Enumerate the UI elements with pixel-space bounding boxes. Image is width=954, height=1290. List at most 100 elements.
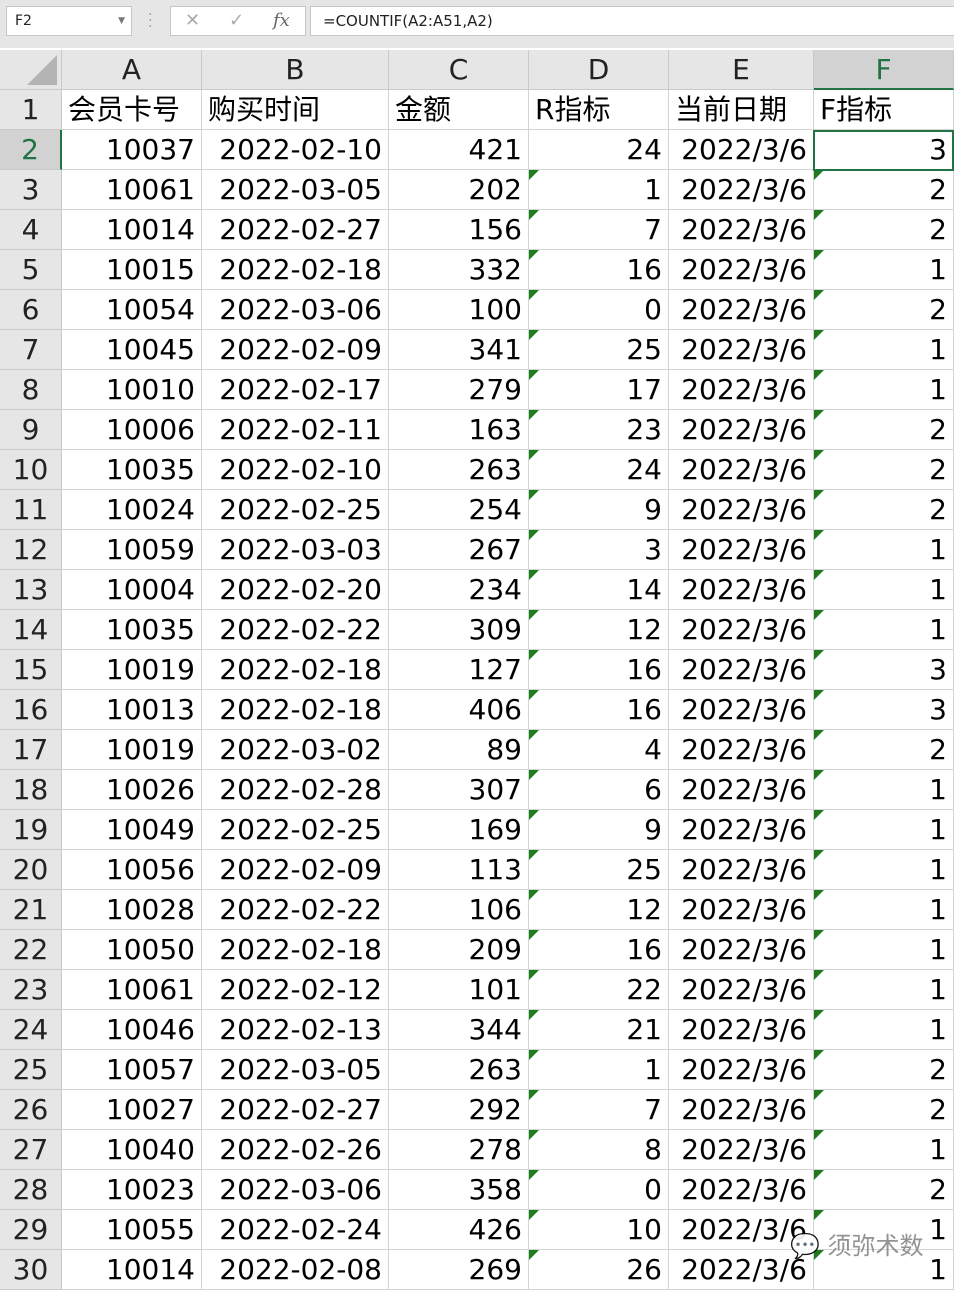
table-cell[interactable]: 2022-02-10 [202,130,389,170]
table-cell[interactable]: 2022/3/6 [669,450,814,490]
table-cell[interactable]: 1 [814,970,954,1010]
table-cell[interactable]: 23 [529,410,669,450]
table-cell[interactable]: 2022-03-06 [202,290,389,330]
table-cell[interactable]: 2022-02-22 [202,610,389,650]
table-cell[interactable]: 10019 [62,650,202,690]
table-cell[interactable]: 10035 [62,610,202,650]
table-cell[interactable]: 2022-02-27 [202,210,389,250]
error-indicator-icon[interactable] [529,690,539,700]
table-cell[interactable]: 10055 [62,1210,202,1250]
table-cell[interactable]: 2022-03-05 [202,1050,389,1090]
row-header-25[interactable]: 25 [0,1050,62,1090]
error-indicator-icon[interactable] [529,970,539,980]
table-cell[interactable]: 10019 [62,730,202,770]
table-cell[interactable]: 25 [529,330,669,370]
table-cell[interactable]: 10023 [62,1170,202,1210]
table-cell[interactable]: 341 [389,330,529,370]
table-cell[interactable]: 14 [529,570,669,610]
row-header-4[interactable]: 4 [0,210,62,250]
table-cell[interactable]: 2022-02-20 [202,570,389,610]
table-cell[interactable]: 2022/3/6 [669,770,814,810]
table-cell[interactable]: 169 [389,810,529,850]
table-cell[interactable]: 234 [389,570,529,610]
error-indicator-icon[interactable] [814,930,824,940]
table-cell[interactable]: 1 [814,330,954,370]
table-cell[interactable]: 101 [389,970,529,1010]
error-indicator-icon[interactable] [529,650,539,660]
column-header-E[interactable]: E [669,50,814,90]
row-header-13[interactable]: 13 [0,570,62,610]
error-indicator-icon[interactable] [529,490,539,500]
table-cell[interactable]: 2022-03-06 [202,1170,389,1210]
table-cell[interactable]: 267 [389,530,529,570]
column-header-F[interactable]: F [814,50,954,90]
table-cell[interactable]: 3 [814,690,954,730]
row-header-26[interactable]: 26 [0,1090,62,1130]
table-cell[interactable]: 10028 [62,890,202,930]
table-cell[interactable]: 1 [814,810,954,850]
table-cell[interactable]: 100 [389,290,529,330]
row-header-29[interactable]: 29 [0,1210,62,1250]
error-indicator-icon[interactable] [529,1010,539,1020]
table-cell[interactable]: 263 [389,1050,529,1090]
error-indicator-icon[interactable] [814,530,824,540]
table-cell[interactable]: 2022-02-18 [202,930,389,970]
error-indicator-icon[interactable] [814,210,824,220]
table-cell[interactable]: 2022/3/6 [669,290,814,330]
row-header-17[interactable]: 17 [0,730,62,770]
row-header-28[interactable]: 28 [0,1170,62,1210]
table-cell[interactable]: 1 [814,1010,954,1050]
table-cell[interactable]: 2022/3/6 [669,730,814,770]
error-indicator-icon[interactable] [529,330,539,340]
row-header-15[interactable]: 15 [0,650,62,690]
row-header-18[interactable]: 18 [0,770,62,810]
table-cell[interactable]: 24 [529,450,669,490]
table-cell[interactable]: 2 [814,450,954,490]
error-indicator-icon[interactable] [814,170,824,180]
table-cell[interactable]: 127 [389,650,529,690]
table-cell[interactable]: 2 [814,730,954,770]
error-indicator-icon[interactable] [529,1250,539,1260]
table-cell[interactable]: 2022-02-18 [202,650,389,690]
table-cell[interactable]: 2022-02-09 [202,330,389,370]
table-cell[interactable]: 2022-02-13 [202,1010,389,1050]
table-cell[interactable]: 10006 [62,410,202,450]
table-cell[interactable]: 2 [814,1090,954,1130]
row-header-9[interactable]: 9 [0,410,62,450]
error-indicator-icon[interactable] [814,890,824,900]
error-indicator-icon[interactable] [814,610,824,620]
table-cell[interactable]: 2022-02-22 [202,890,389,930]
error-indicator-icon[interactable] [529,770,539,780]
table-cell[interactable]: 24 [529,130,669,170]
table-cell[interactable]: 2022/3/6 [669,410,814,450]
error-indicator-icon[interactable] [529,1090,539,1100]
error-indicator-icon[interactable] [814,970,824,980]
table-cell[interactable]: 344 [389,1010,529,1050]
table-cell[interactable]: 2022/3/6 [669,1130,814,1170]
table-cell[interactable]: 6 [529,770,669,810]
row-header-23[interactable]: 23 [0,970,62,1010]
table-cell[interactable]: 1 [529,170,669,210]
table-cell[interactable]: 10050 [62,930,202,970]
table-cell[interactable]: 7 [529,1090,669,1130]
row-header-27[interactable]: 27 [0,1130,62,1170]
table-cell[interactable]: 10037 [62,130,202,170]
table-cell[interactable]: 1 [529,1050,669,1090]
error-indicator-icon[interactable] [529,1210,539,1220]
cancel-icon[interactable]: ✕ [185,10,201,31]
table-cell[interactable]: 309 [389,610,529,650]
table-cell[interactable]: 16 [529,690,669,730]
table-cell[interactable]: 3 [814,130,954,170]
table-cell[interactable]: 2022-02-11 [202,410,389,450]
table-cell[interactable]: 2022-03-03 [202,530,389,570]
table-cell[interactable]: 2022/3/6 [669,690,814,730]
table-cell[interactable]: 2022/3/6 [669,250,814,290]
table-cell[interactable]: 2 [814,490,954,530]
table-cell[interactable]: 2022-02-08 [202,1250,389,1290]
table-cell[interactable]: 358 [389,1170,529,1210]
table-cell[interactable]: 307 [389,770,529,810]
table-cell[interactable]: 2022/3/6 [669,1250,814,1290]
column-title[interactable]: F指标 [814,90,954,130]
table-cell[interactable]: 2022/3/6 [669,970,814,1010]
table-cell[interactable]: 2022-02-25 [202,490,389,530]
